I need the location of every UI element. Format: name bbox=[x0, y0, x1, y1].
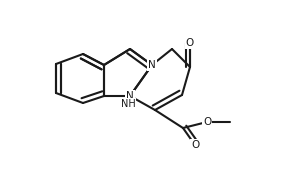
Text: N: N bbox=[148, 60, 156, 70]
Text: O: O bbox=[191, 140, 199, 150]
Text: O: O bbox=[203, 117, 211, 127]
Text: NH: NH bbox=[121, 99, 135, 109]
Text: O: O bbox=[186, 38, 194, 48]
Text: N: N bbox=[126, 91, 134, 101]
